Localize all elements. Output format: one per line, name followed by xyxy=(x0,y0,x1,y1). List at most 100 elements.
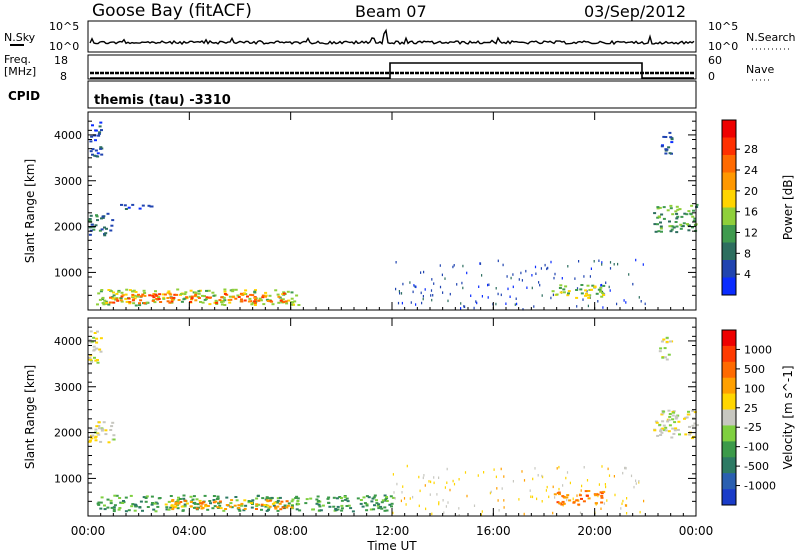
velocity-colorbar-cell xyxy=(722,473,736,490)
velocity-cell xyxy=(608,474,611,477)
velocity-cell xyxy=(178,498,182,500)
power-cell xyxy=(479,262,482,265)
velocity-cell xyxy=(90,437,94,440)
velocity-cell xyxy=(112,510,116,513)
power-cell xyxy=(616,302,618,306)
power-cell xyxy=(642,263,644,266)
power-cell xyxy=(398,290,400,293)
velocity-cell xyxy=(600,496,604,499)
velocity-cell xyxy=(587,490,591,492)
power-cell xyxy=(597,288,601,291)
velocity-cell xyxy=(216,506,220,509)
velocity-cell xyxy=(112,438,116,441)
velocity-ytick-label: 2000 xyxy=(54,427,82,440)
velocity-cell xyxy=(203,494,207,497)
velocity-cell xyxy=(334,508,338,510)
power-cell xyxy=(163,293,167,296)
power-cell xyxy=(266,300,270,302)
power-cell xyxy=(671,213,675,216)
velocity-cell xyxy=(273,501,277,504)
velocity-cell xyxy=(596,493,600,496)
power-cell xyxy=(254,289,257,292)
power-cell xyxy=(167,290,171,293)
power-cell xyxy=(111,219,115,222)
velocity-cell xyxy=(182,494,186,497)
power-cell xyxy=(205,296,209,299)
velocity-cell xyxy=(196,503,200,506)
power-cell xyxy=(424,288,426,291)
nave-trace xyxy=(90,62,694,79)
velocity-cell xyxy=(218,504,222,507)
velocity-cell xyxy=(89,354,93,357)
power-cell xyxy=(242,292,246,295)
velocity-cell xyxy=(572,501,576,504)
power-cell xyxy=(551,290,555,293)
power-cell xyxy=(586,284,590,287)
power-cell xyxy=(399,292,401,295)
power-ytick-label: 2000 xyxy=(54,221,82,234)
velocity-cell xyxy=(661,412,665,415)
power-colorbar-frame xyxy=(721,119,737,296)
power-cell xyxy=(104,300,108,303)
power-colorbar-cell xyxy=(722,225,736,243)
velocity-cell xyxy=(265,499,269,502)
power-cell xyxy=(145,301,149,304)
power-cell xyxy=(125,288,129,291)
power-cell xyxy=(234,297,238,300)
velocity-cell xyxy=(89,341,93,344)
power-cell xyxy=(632,282,634,286)
velocity-cell xyxy=(599,491,603,494)
velocity-cell xyxy=(561,495,565,498)
velocity-cell xyxy=(193,506,196,509)
power-cell xyxy=(93,154,97,157)
velocity-cell xyxy=(233,504,237,507)
power-cell xyxy=(531,286,533,290)
power-cell xyxy=(257,299,261,302)
power-cell xyxy=(125,300,129,303)
power-cell xyxy=(676,208,680,211)
velocity-cell xyxy=(298,509,302,512)
velocity-cell xyxy=(99,350,103,353)
velocity-cell xyxy=(668,415,672,418)
velocity-cell xyxy=(676,428,680,431)
power-cell xyxy=(107,289,111,291)
velocity-cell xyxy=(659,434,663,436)
velocity-cell xyxy=(422,476,424,480)
power-cell xyxy=(223,293,227,295)
power-cell xyxy=(159,301,163,303)
velocity-cell xyxy=(692,417,696,420)
power-cell xyxy=(461,281,463,285)
velocity-cell xyxy=(671,418,675,421)
velocity-cell xyxy=(442,499,444,502)
velocity-cell xyxy=(139,500,143,503)
power-cell xyxy=(695,206,699,208)
power-cell xyxy=(601,283,603,287)
power-cell xyxy=(692,219,696,222)
power-cell xyxy=(157,298,161,300)
velocity-cell xyxy=(269,498,273,501)
velocity-cell xyxy=(189,505,193,508)
velocity-cell xyxy=(204,503,208,506)
velocity-cell xyxy=(438,502,440,506)
velocity-cell xyxy=(369,508,373,511)
power-cell xyxy=(205,289,208,292)
velocity-cell xyxy=(99,501,103,504)
power-cell xyxy=(582,298,584,301)
power-cell xyxy=(567,292,570,295)
power-cell xyxy=(196,295,200,298)
power-cell xyxy=(168,301,172,304)
velocity-cell xyxy=(97,501,101,504)
velocity-cell xyxy=(268,505,272,508)
power-cell xyxy=(587,304,589,308)
date-title: 03/Sep/2012 xyxy=(584,2,686,21)
velocity-cell xyxy=(170,504,174,507)
freq-unit: [MHz] xyxy=(4,65,36,78)
velocity-cell xyxy=(255,505,259,508)
power-cell xyxy=(664,148,668,151)
velocity-cell xyxy=(349,507,353,510)
power-cell xyxy=(550,260,552,264)
power-cell xyxy=(593,285,597,288)
nave-tick-bottom: 0 xyxy=(708,70,715,83)
velocity-cell xyxy=(661,420,665,423)
power-cell xyxy=(671,225,675,228)
